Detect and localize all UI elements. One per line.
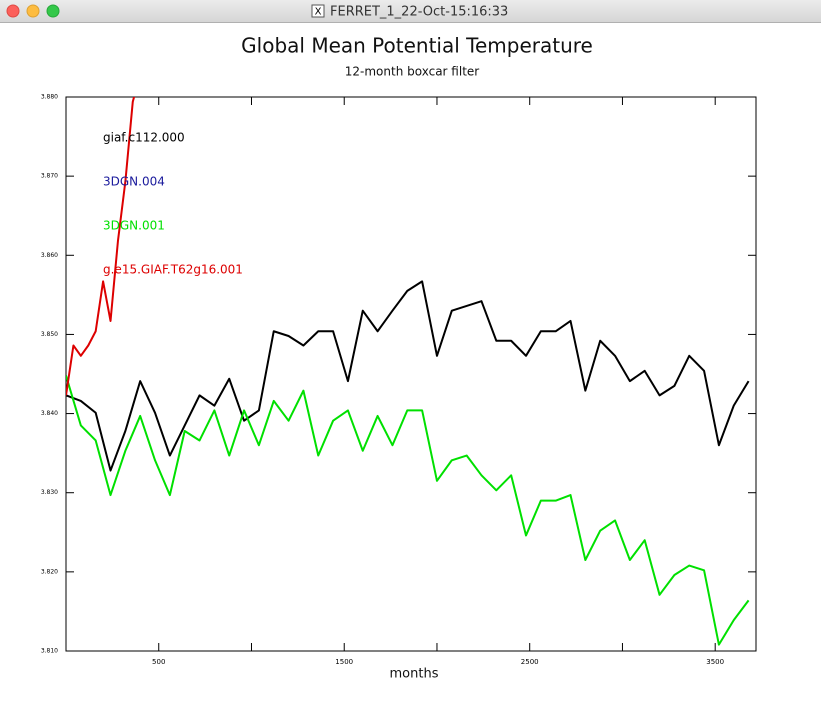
y-tick-label: 3.810	[41, 648, 58, 655]
legend-entry: 3DGN.004	[103, 175, 165, 189]
zoom-button[interactable]	[46, 4, 60, 18]
plot-area	[66, 97, 750, 646]
title-bar	[0, 0, 821, 22]
x-tick-label: 500	[152, 658, 165, 666]
series-line	[66, 375, 750, 646]
x-axis-label: months	[390, 667, 439, 682]
series-line	[66, 97, 136, 396]
legend-entry: giaf.c112.000	[103, 131, 185, 145]
y-tick-label: 3.860	[41, 252, 58, 259]
minimize-button[interactable]	[26, 4, 40, 18]
plot-frame	[65, 96, 757, 652]
x-tick-label: 1500	[335, 658, 353, 666]
legend-entry: 3DGN.001	[103, 219, 165, 233]
y-tick-label: 3.850	[41, 331, 58, 338]
y-tick-label: 3.840	[41, 410, 58, 417]
y-tick-label: 3.820	[41, 568, 58, 575]
x11-icon	[311, 4, 325, 18]
chart-subtitle: 12-month boxcar filter	[345, 65, 480, 79]
x-tick-label: 2500	[521, 658, 539, 666]
close-button[interactable]	[6, 4, 20, 18]
y-tick-label: 3.830	[41, 489, 58, 496]
y-tick-label: 3.880	[41, 94, 58, 101]
legend-entry: g.e15.GIAF.T62g16.001	[103, 263, 243, 277]
series-line	[66, 280, 750, 472]
window-title: FERRET_1_22-Oct-15:16:33	[330, 5, 508, 20]
chart-title: Global Mean Potential Temperature	[241, 34, 593, 58]
y-tick-label: 3.870	[41, 173, 58, 180]
x-tick-label: 3500	[706, 658, 724, 666]
x11-icon-glyph: X	[315, 7, 322, 18]
